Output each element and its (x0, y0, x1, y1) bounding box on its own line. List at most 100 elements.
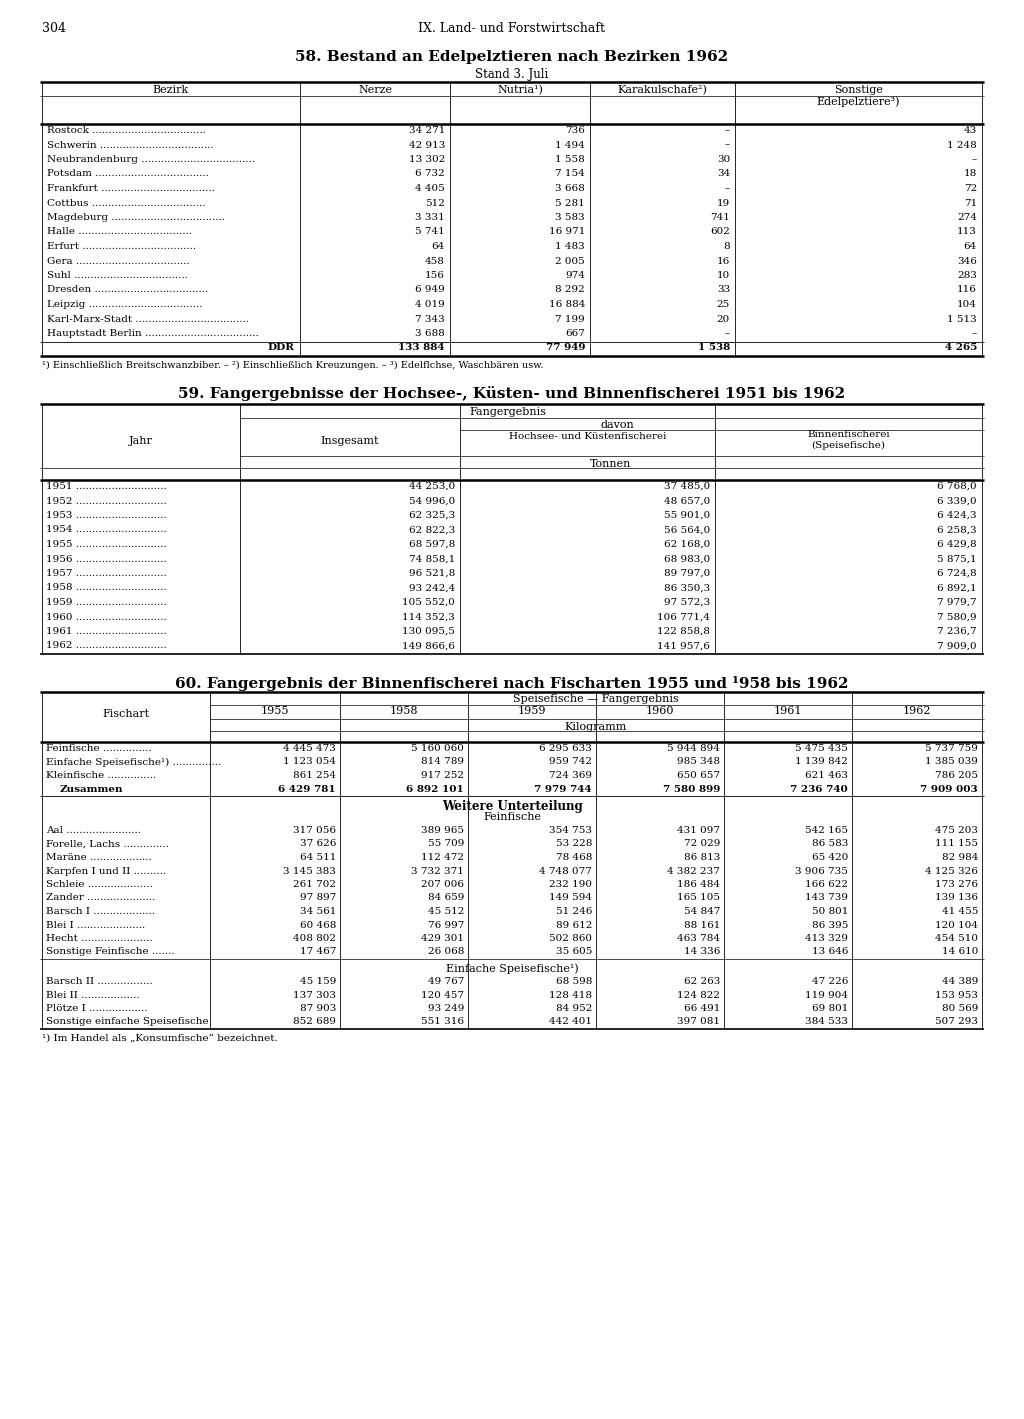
Text: 384 533: 384 533 (805, 1017, 848, 1026)
Text: 111 155: 111 155 (935, 840, 978, 849)
Text: 7 236 740: 7 236 740 (791, 785, 848, 793)
Text: Maräne ...................: Maräne ................... (46, 853, 152, 861)
Text: Hecht ......................: Hecht ...................... (46, 934, 153, 944)
Text: Neubrandenburg ...................................: Neubrandenburg .........................… (47, 155, 255, 165)
Text: 58. Bestand an Edelpelztieren nach Bezirken 1962: 58. Bestand an Edelpelztieren nach Bezir… (296, 50, 728, 64)
Text: 72: 72 (964, 184, 977, 193)
Text: 64: 64 (964, 243, 977, 251)
Text: 143 739: 143 739 (805, 894, 848, 902)
Text: Blei I .....................: Blei I ..................... (46, 921, 145, 929)
Text: 1953 ............................: 1953 ............................ (46, 511, 167, 519)
Text: Rostock ...................................: Rostock ................................… (47, 126, 206, 135)
Text: 173 276: 173 276 (935, 880, 978, 888)
Text: 4 019: 4 019 (416, 299, 445, 309)
Text: 68 598: 68 598 (556, 978, 592, 986)
Text: Forelle, Lachs ..............: Forelle, Lachs .............. (46, 840, 169, 849)
Text: 86 813: 86 813 (684, 853, 720, 861)
Text: 64 511: 64 511 (300, 853, 336, 861)
Text: 454 510: 454 510 (935, 934, 978, 944)
Text: 53 228: 53 228 (556, 840, 592, 849)
Text: 137 303: 137 303 (293, 990, 336, 999)
Text: 37 485,0: 37 485,0 (664, 482, 710, 491)
Text: 4 445 473: 4 445 473 (283, 744, 336, 753)
Text: 1961: 1961 (774, 707, 802, 717)
Text: Zander .....................: Zander ..................... (46, 894, 156, 902)
Text: 621 463: 621 463 (805, 771, 848, 780)
Text: 1957 ............................: 1957 ............................ (46, 569, 167, 578)
Text: –: – (725, 140, 730, 149)
Text: 7 580,9: 7 580,9 (937, 613, 977, 622)
Text: 5 944 894: 5 944 894 (667, 744, 720, 753)
Text: 431 097: 431 097 (677, 826, 720, 834)
Text: 43: 43 (964, 126, 977, 135)
Text: Plötze I ..................: Plötze I .................. (46, 1005, 147, 1013)
Text: 86 583: 86 583 (812, 840, 848, 849)
Text: 1959 ............................: 1959 ............................ (46, 597, 167, 607)
Text: 34 561: 34 561 (300, 907, 336, 917)
Text: 133 884: 133 884 (398, 343, 445, 352)
Text: Insgesamt: Insgesamt (321, 436, 379, 446)
Text: 1951 ............................: 1951 ............................ (46, 482, 167, 491)
Text: Halle ...................................: Halle ..................................… (47, 227, 193, 237)
Text: Bezirk: Bezirk (153, 85, 189, 95)
Text: 186 484: 186 484 (677, 880, 720, 888)
Text: Speisefische — Fangergebnis: Speisefische — Fangergebnis (513, 694, 679, 704)
Text: 124 822: 124 822 (677, 990, 720, 999)
Text: –: – (972, 155, 977, 165)
Text: 602: 602 (710, 227, 730, 237)
Text: 736: 736 (565, 126, 585, 135)
Text: 1 538: 1 538 (697, 343, 730, 352)
Text: 86 395: 86 395 (812, 921, 848, 929)
Text: 130 095,5: 130 095,5 (402, 627, 455, 636)
Text: Jahr: Jahr (129, 436, 153, 446)
Text: 1955: 1955 (261, 707, 289, 717)
Text: 114 352,3: 114 352,3 (402, 613, 455, 622)
Text: 89 612: 89 612 (556, 921, 592, 929)
Text: 507 293: 507 293 (935, 1017, 978, 1026)
Text: 119 904: 119 904 (805, 990, 848, 999)
Text: 45 159: 45 159 (300, 978, 336, 986)
Text: 59. Fangergebnisse der Hochsee-, Küsten- und Binnenfischerei 1951 bis 1962: 59. Fangergebnisse der Hochsee-, Küsten-… (178, 386, 846, 402)
Text: 232 190: 232 190 (549, 880, 592, 888)
Text: 25: 25 (717, 299, 730, 309)
Text: 14 610: 14 610 (942, 948, 978, 956)
Text: 3 145 383: 3 145 383 (283, 867, 336, 876)
Text: Dresden ...................................: Dresden ................................… (47, 285, 208, 295)
Text: 55 901,0: 55 901,0 (664, 511, 710, 519)
Text: 13 646: 13 646 (812, 948, 848, 956)
Text: 429 301: 429 301 (421, 934, 464, 944)
Text: 6 424,3: 6 424,3 (937, 511, 977, 519)
Text: 6 339,0: 6 339,0 (937, 497, 977, 505)
Text: 6 295 633: 6 295 633 (539, 744, 592, 753)
Text: 41 455: 41 455 (942, 907, 978, 917)
Text: 116: 116 (957, 285, 977, 295)
Text: Karl-Marx-Stadt ...................................: Karl-Marx-Stadt ........................… (47, 315, 249, 324)
Text: 7 154: 7 154 (555, 169, 585, 179)
Text: Tonnen: Tonnen (590, 458, 632, 470)
Text: 5 160 060: 5 160 060 (411, 744, 464, 753)
Text: 122 858,8: 122 858,8 (657, 627, 710, 636)
Text: 153 953: 153 953 (935, 990, 978, 999)
Text: 74 858,1: 74 858,1 (409, 555, 455, 563)
Text: 1 123 054: 1 123 054 (283, 758, 336, 766)
Text: 1959: 1959 (518, 707, 546, 717)
Text: Nerze: Nerze (358, 85, 392, 95)
Text: Schleie ....................: Schleie .................... (46, 880, 153, 888)
Text: 149 866,6: 149 866,6 (402, 641, 455, 650)
Text: 44 389: 44 389 (942, 978, 978, 986)
Text: 165 105: 165 105 (677, 894, 720, 902)
Text: 77 949: 77 949 (546, 343, 585, 352)
Text: 19: 19 (717, 199, 730, 207)
Text: 6 892 101: 6 892 101 (407, 785, 464, 793)
Text: 56 564,0: 56 564,0 (664, 525, 710, 535)
Text: 139 136: 139 136 (935, 894, 978, 902)
Text: 650 657: 650 657 (677, 771, 720, 780)
Text: 86 350,3: 86 350,3 (664, 583, 710, 593)
Text: Zusammen: Zusammen (60, 785, 124, 793)
Text: 8 292: 8 292 (555, 285, 585, 295)
Text: Sonstige Feinfische .......: Sonstige Feinfische ....... (46, 948, 175, 956)
Text: 1 558: 1 558 (555, 155, 585, 165)
Text: 8: 8 (723, 243, 730, 251)
Text: –: – (972, 329, 977, 338)
Text: 458: 458 (425, 257, 445, 265)
